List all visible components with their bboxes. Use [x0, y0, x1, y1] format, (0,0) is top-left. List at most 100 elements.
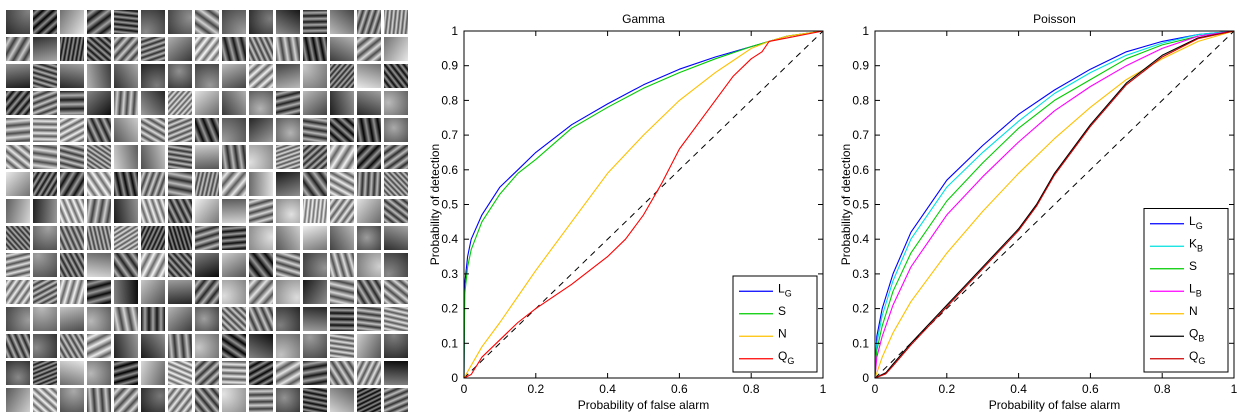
- filter-patch: [330, 253, 354, 277]
- y-tick-label: 0.3: [441, 267, 458, 281]
- filter-patch: [87, 226, 111, 250]
- filter-patch: [303, 145, 327, 169]
- filter-patch: [168, 64, 192, 88]
- filter-patch: [141, 199, 165, 223]
- filter-patch: [87, 334, 111, 358]
- filter-patch: [33, 280, 57, 304]
- filter-patch: [33, 64, 57, 88]
- filter-patch: [222, 280, 246, 304]
- filter-patch: [114, 361, 138, 385]
- filter-patch: [195, 334, 219, 358]
- filter-patch: [60, 10, 84, 34]
- filter-patch: [87, 64, 111, 88]
- filter-patch: [33, 199, 57, 223]
- filter-patch: [168, 388, 192, 412]
- y-tick-label: 0.6: [441, 163, 458, 177]
- filter-patch: [168, 37, 192, 61]
- filter-patch: [384, 172, 408, 196]
- filter-patch: [60, 361, 84, 385]
- filter-patch: [168, 280, 192, 304]
- poisson-series-qb-5: [874, 30, 1235, 379]
- filter-patch: [141, 226, 165, 250]
- chart-title: Poisson: [1033, 12, 1076, 26]
- filter-patch: [114, 307, 138, 331]
- legend-label: LB: [1189, 281, 1202, 298]
- poisson-series-kb-1: [874, 30, 1235, 379]
- filter-patch: [276, 226, 300, 250]
- filter-patch: [114, 145, 138, 169]
- filter-patch: [276, 334, 300, 358]
- filter-patch: [114, 172, 138, 196]
- filter-patch: [141, 10, 165, 34]
- filter-patch: [195, 226, 219, 250]
- filter-patch: [276, 253, 300, 277]
- filter-patch: [33, 91, 57, 115]
- filter-patch: [357, 91, 381, 115]
- filter-patch: [330, 91, 354, 115]
- filter-patch: [33, 361, 57, 385]
- filter-patch: [6, 226, 30, 250]
- filter-patch: [6, 64, 30, 88]
- filter-patch: [357, 10, 381, 34]
- x-tick-label: 0.6: [1082, 382, 1099, 396]
- filter-patch: [384, 199, 408, 223]
- filter-patch: [276, 10, 300, 34]
- filter-patch: [33, 172, 57, 196]
- filter-patch: [141, 253, 165, 277]
- filter-patch: [195, 361, 219, 385]
- filter-patch: [141, 37, 165, 61]
- x-tick-label: 0.6: [671, 382, 688, 396]
- filter-patch: [222, 64, 246, 88]
- filter-patch: [222, 145, 246, 169]
- filter-patch: [114, 280, 138, 304]
- x-tick-label: 0.8: [743, 382, 760, 396]
- gamma-series-qg-3: [463, 30, 824, 379]
- filter-patch: [168, 91, 192, 115]
- filter-patch: [168, 226, 192, 250]
- filter-patch: [114, 64, 138, 88]
- filter-patch: [357, 361, 381, 385]
- x-axis-label: Probability of false alarm: [989, 398, 1120, 412]
- y-tick-label: 0.5: [441, 198, 458, 212]
- filter-patch: [303, 361, 327, 385]
- filter-patch: [87, 91, 111, 115]
- filter-patch: [222, 307, 246, 331]
- filter-patch: [60, 118, 84, 142]
- filter-patch: [222, 91, 246, 115]
- legend-label: LG: [778, 281, 792, 298]
- filter-patch: [303, 172, 327, 196]
- chart-title: Gamma: [622, 12, 665, 26]
- x-tick-label: 0: [461, 382, 468, 396]
- poisson-legend: [1143, 208, 1229, 373]
- filter-patch: [303, 118, 327, 142]
- filter-patch: [222, 253, 246, 277]
- filter-patch: [87, 118, 111, 142]
- filter-patch: [87, 388, 111, 412]
- y-tick-label: 0.9: [852, 59, 869, 73]
- filter-patch: [384, 253, 408, 277]
- filter-patch: [195, 253, 219, 277]
- filter-patch: [222, 334, 246, 358]
- filter-patch: [87, 145, 111, 169]
- filter-patch: [114, 253, 138, 277]
- filter-patch: [114, 388, 138, 412]
- filter-patch: [330, 307, 354, 331]
- y-tick-label: 0.1: [852, 336, 869, 350]
- filter-patch: [276, 361, 300, 385]
- filter-patch: [141, 388, 165, 412]
- filter-patch: [60, 334, 84, 358]
- filter-patch: [60, 280, 84, 304]
- filter-patch: [222, 10, 246, 34]
- filter-patch: [141, 361, 165, 385]
- filter-patch: [114, 199, 138, 223]
- filter-patch: [87, 199, 111, 223]
- filter-patch: [249, 37, 273, 61]
- filter-patch: [276, 307, 300, 331]
- filter-patch: [384, 10, 408, 34]
- filter-patch: [195, 91, 219, 115]
- filter-patch: [303, 199, 327, 223]
- filter-patch: [276, 145, 300, 169]
- filter-patch: [87, 10, 111, 34]
- filter-patch: [276, 280, 300, 304]
